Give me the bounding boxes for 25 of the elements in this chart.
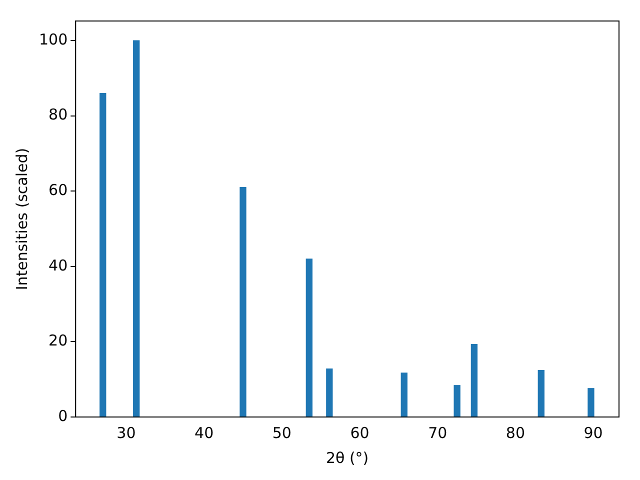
x-tick-label: 80 bbox=[506, 424, 526, 442]
bar bbox=[306, 258, 312, 417]
bar bbox=[538, 370, 544, 417]
x-tick-label: 40 bbox=[194, 424, 214, 442]
x-tick-label: 50 bbox=[272, 424, 292, 442]
y-tick-label: 100 bbox=[38, 30, 68, 48]
y-axis-title: Intensities (scaled) bbox=[12, 148, 31, 290]
x-tick-label: 90 bbox=[584, 424, 603, 442]
bar bbox=[133, 40, 140, 417]
x-tick-label: 70 bbox=[428, 424, 448, 442]
y-tick-label: 0 bbox=[58, 406, 68, 425]
x-tick-label: 60 bbox=[350, 424, 370, 442]
y-tick-label: 20 bbox=[48, 332, 68, 350]
bar bbox=[454, 385, 460, 417]
bar bbox=[100, 92, 106, 417]
x-tick-label: 30 bbox=[116, 424, 136, 442]
x-axis-title: 2θ (°) bbox=[326, 448, 369, 467]
bar bbox=[240, 187, 246, 417]
bar bbox=[470, 344, 478, 417]
bar bbox=[400, 372, 408, 417]
y-tick-label: 40 bbox=[48, 256, 68, 274]
bar bbox=[588, 388, 594, 417]
y-tick-label: 80 bbox=[48, 106, 68, 124]
y-tick-label: 60 bbox=[48, 181, 68, 200]
bar bbox=[326, 368, 333, 417]
